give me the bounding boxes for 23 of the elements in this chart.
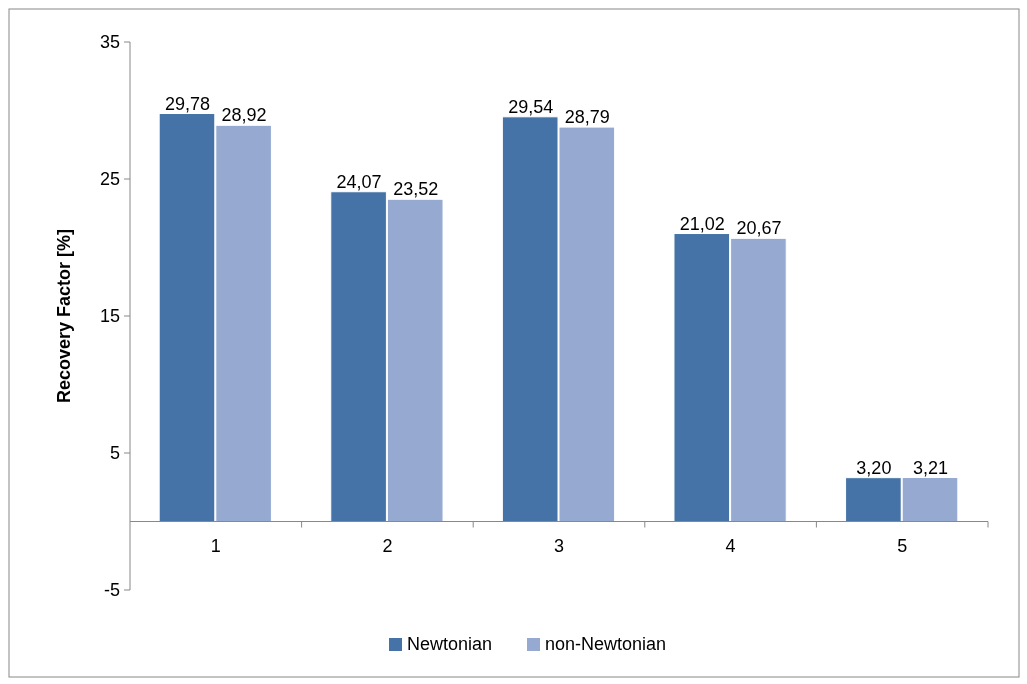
legend-label: Newtonian <box>407 634 493 654</box>
data-label: 3,20 <box>856 457 892 478</box>
data-label: 29,54 <box>508 96 554 117</box>
data-label: 24,07 <box>336 171 382 192</box>
y-tick-label: 15 <box>99 306 120 327</box>
data-label: 28,92 <box>221 105 267 126</box>
data-label: 29,78 <box>164 93 211 114</box>
data-label: 23,52 <box>393 179 439 200</box>
y-tick-label: 35 <box>99 32 120 53</box>
x-tick-label: 5 <box>897 535 908 556</box>
x-tick-label: 1 <box>210 535 221 556</box>
y-tick-label: 25 <box>99 169 120 190</box>
y-tick-label: -5 <box>103 580 120 601</box>
x-tick-label: 3 <box>553 535 565 556</box>
legend-label: non-Newtonian <box>545 634 667 654</box>
y-axis-title: Recovery Factor [%] <box>54 228 74 404</box>
data-label: 28,79 <box>564 107 610 128</box>
data-label: 20,67 <box>736 218 782 239</box>
y-tick-label: 5 <box>109 443 120 464</box>
x-tick-label: 2 <box>382 535 393 556</box>
data-label: 21,02 <box>679 213 725 234</box>
x-tick-label: 4 <box>725 535 736 556</box>
data-label: 3,21 <box>912 457 949 478</box>
